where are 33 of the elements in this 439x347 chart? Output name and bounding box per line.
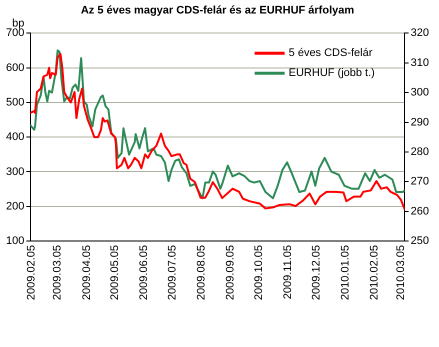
- x-tick-label: 2009.09.05: [224, 245, 237, 300]
- y2-tick-label: 310: [410, 56, 430, 69]
- x-tick-label: 2010.01.05: [339, 245, 352, 300]
- x-tick-label: 2009.03.05: [52, 245, 64, 300]
- y2-tick-label: 280: [410, 146, 430, 158]
- x-tick-label: 2010.02.05: [368, 245, 381, 300]
- y-tick-label: 200: [6, 200, 24, 212]
- x-tick-label: 2009.06.05: [138, 245, 150, 300]
- x-tick-label: 2009.08.05: [196, 245, 208, 300]
- x-tick-label: 2009.07.05: [166, 245, 178, 300]
- legend-label: 5 éves CDS-felár: [288, 47, 373, 60]
- x-tick-label: 2009.02.05: [25, 245, 38, 300]
- y2-tick-label: 260: [410, 205, 430, 218]
- x-tick-label: 2009.04.05: [80, 245, 93, 300]
- y-tick-label: 700: [6, 27, 24, 40]
- y-tick-label: 600: [6, 62, 24, 74]
- y2-tick-label: 320: [410, 27, 430, 40]
- y-tick-label: 300: [6, 166, 24, 178]
- y-axis-title: bp: [12, 18, 24, 30]
- y-tick-label: 400: [6, 131, 24, 144]
- y2-tick-label: 270: [410, 176, 430, 188]
- y-tick-label: 100: [6, 235, 24, 248]
- y2-tick-label: 250: [410, 235, 430, 248]
- x-tick-label: 2010.03.05: [394, 245, 407, 300]
- y2-tick-label: 300: [410, 86, 430, 99]
- x-tick-label: 2009.10.05: [252, 245, 265, 300]
- x-tick-label: 2009.12.05: [310, 245, 322, 300]
- y-tick-label: 500: [6, 96, 24, 108]
- legend-label: EURHUF (jobb t.): [288, 67, 375, 80]
- y2-tick-label: 290: [410, 116, 430, 128]
- x-tick-label: 2009.05.05: [109, 245, 122, 300]
- chart-title: Az 5 éves magyar CDS-felár és az EURHUF árfolyam: [80, 4, 354, 17]
- x-tick-label: 2009.11.05: [282, 245, 294, 300]
